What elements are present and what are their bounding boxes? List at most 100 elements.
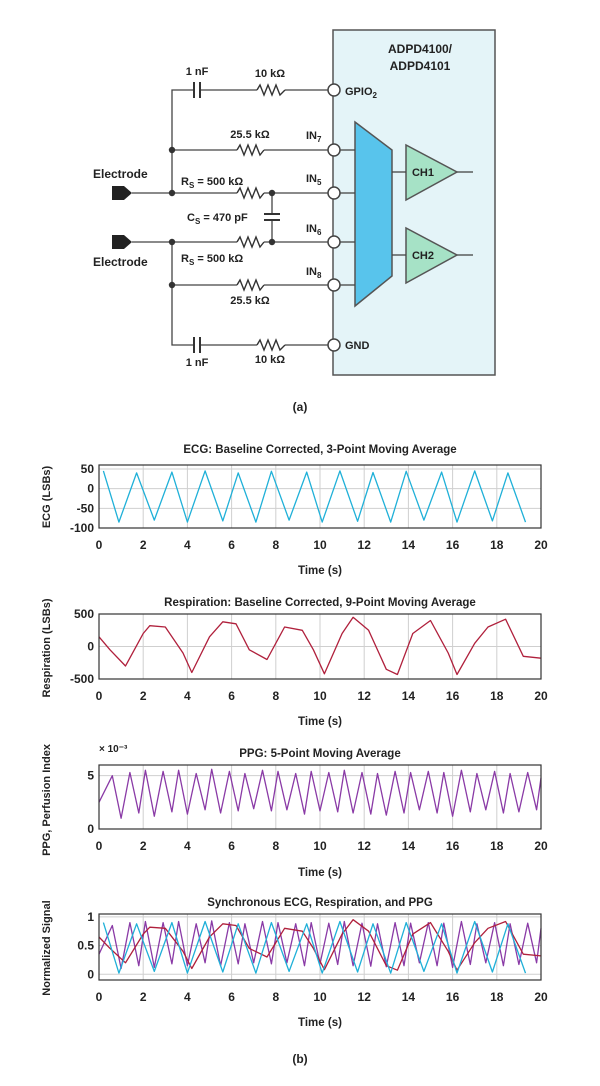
chart-2-xtick-8: 16 [446,839,460,853]
chart-1-ytick-0: 500 [74,607,94,621]
caption-a: (a) [293,400,308,414]
chart-3-series-1 [98,919,542,971]
pin-gpio2-label: GPIO2 [345,86,378,100]
chart-0-xtick-6: 12 [358,538,372,552]
pin-in5-label: IN5 [306,173,322,187]
rs-top-label: RS = 500 kΩ [181,176,243,190]
chip-title-line1: ADPD4100/ [388,42,453,56]
chart-0-xlabel: Time (s) [298,565,342,577]
chart-2-xtick-1: 2 [140,839,147,853]
chart-3-xtick-6: 12 [358,990,372,1004]
chart-0-xtick-3: 6 [228,538,235,552]
chart-3-title: Synchronous ECG, Respiration, and PPG [207,897,433,909]
chart-2-xtick-6: 12 [358,839,372,853]
chart-1-title: Respiration: Baseline Corrected, 9-Point… [164,597,476,609]
chart-3-xtick-0: 0 [96,990,103,1004]
res-in7-label: 25.5 kΩ [230,129,270,141]
multiplexer [354,120,393,308]
chart-3-ylabel: Normalized Signal [41,900,53,995]
chart-2-ytick-0: 5 [87,769,94,783]
chart-0-ytick-2: -50 [77,501,95,515]
chart-1-frame [98,613,542,680]
chart-3-ytick-2: 0 [87,967,94,981]
chart-0-xtick-7: 14 [402,538,416,552]
chart-1-xtick-0: 0 [96,689,103,703]
chart-3-xtick-3: 6 [228,990,235,1004]
chart-1-series-0 [98,616,542,676]
chart-3-xtick-7: 14 [402,990,416,1004]
chart-2-frame [98,764,542,830]
chart-0-title: ECG: Baseline Corrected, 3-Point Moving … [183,444,456,456]
chart-1-xtick-8: 16 [446,689,460,703]
caption-b: (b) [292,1052,307,1066]
chart-3-xtick-5: 10 [313,990,327,1004]
chart-0-xtick-5: 10 [313,538,327,552]
chart-2-xtick-0: 0 [96,839,103,853]
chart-1-xtick-5: 10 [313,689,327,703]
chart-2-title: PPG: 5-Point Moving Average [239,748,400,760]
chart-1-xtick-6: 12 [358,689,372,703]
mux-wiring [392,171,473,256]
chart-2-xtick-4: 8 [272,839,279,853]
chart-0-xtick-8: 16 [446,538,460,552]
chart-3-xtick-9: 18 [490,990,504,1004]
rs-bottom-label: RS = 500 kΩ [181,253,243,267]
chart-1-xtick-9: 18 [490,689,504,703]
electrode-bottom-connector [112,235,132,249]
chart-1-xlabel: Time (s) [298,716,342,728]
capacitor-symbols [193,82,280,353]
chart-1-xtick-7: 14 [402,689,416,703]
chart-0-ytick-1: 0 [87,482,94,496]
chart-1-xtick-4: 8 [272,689,279,703]
circuit-wires [132,89,355,346]
chart-3-xtick-2: 4 [184,990,191,1004]
chart-3-frame [98,913,542,981]
chart-1-xtick-1: 2 [140,689,147,703]
chart-1-xtick-10: 20 [534,689,548,703]
chart-2-ytick-1: 0 [87,822,94,836]
chart-1-ylabel: Respiration (LSBs) [41,598,53,697]
chart-2-xtick-10: 20 [534,839,548,853]
cap-top-label: 1 nF [186,66,209,78]
chart-2-xtick-5: 10 [313,839,327,853]
chart-3-xlabel: Time (s) [298,1017,342,1029]
electrode-bottom-label: Electrode [93,255,148,269]
chart-3-xtick-1: 2 [140,990,147,1004]
chart-3-xtick-4: 8 [272,990,279,1004]
chart-1-xtick-2: 4 [184,689,191,703]
chart-0-ylabel: ECG (LSBs) [41,465,53,528]
pin-in8-label: IN8 [306,266,322,280]
pin-circles [327,83,341,352]
chart-2-xtick-2: 4 [184,839,191,853]
cap-bottom-label: 1 nF [186,357,209,369]
chart-0-ytick-0: 50 [81,462,95,476]
res-in8-label: 25.5 kΩ [230,295,270,307]
chart-0-frame [98,464,542,529]
chart-3-xtick-10: 20 [534,990,548,1004]
electrode-top-connector [112,186,132,200]
pin-in6-label: IN6 [306,223,322,237]
chart-0-ytick-3: -100 [70,521,94,535]
chart-2-ylabel: PPG, Perfusion Index [41,743,53,856]
electrode-top-label: Electrode [93,167,148,181]
resistor-symbols [236,83,286,352]
chart-3-xtick-8: 16 [446,990,460,1004]
chart-2-xtick-3: 6 [228,839,235,853]
chart-1-ytick-2: -500 [70,672,94,686]
chart-2-series-0 [98,768,542,819]
chart-2-xtick-9: 18 [490,839,504,853]
chart-0-series-0 [102,470,527,523]
chart-2-exponent: × 10⁻³ [99,744,128,755]
chart-2-xlabel: Time (s) [298,867,342,879]
cs-label: CS = 470 pF [187,212,248,226]
res-top-label: 10 kΩ [255,68,285,80]
pin-in7-label: IN7 [306,130,322,144]
chart-3-ytick-1: 0.5 [77,939,94,953]
chart-0-xtick-4: 8 [272,538,279,552]
res-bottom-label: 10 kΩ [255,354,285,366]
chart-1-ytick-1: 0 [87,640,94,654]
pin-gnd-label: GND [345,340,370,352]
ch1-label: CH1 [412,167,434,179]
circuit-diagram: ADPD4100/ ADPD4101 CH1 CH2 [93,29,496,414]
